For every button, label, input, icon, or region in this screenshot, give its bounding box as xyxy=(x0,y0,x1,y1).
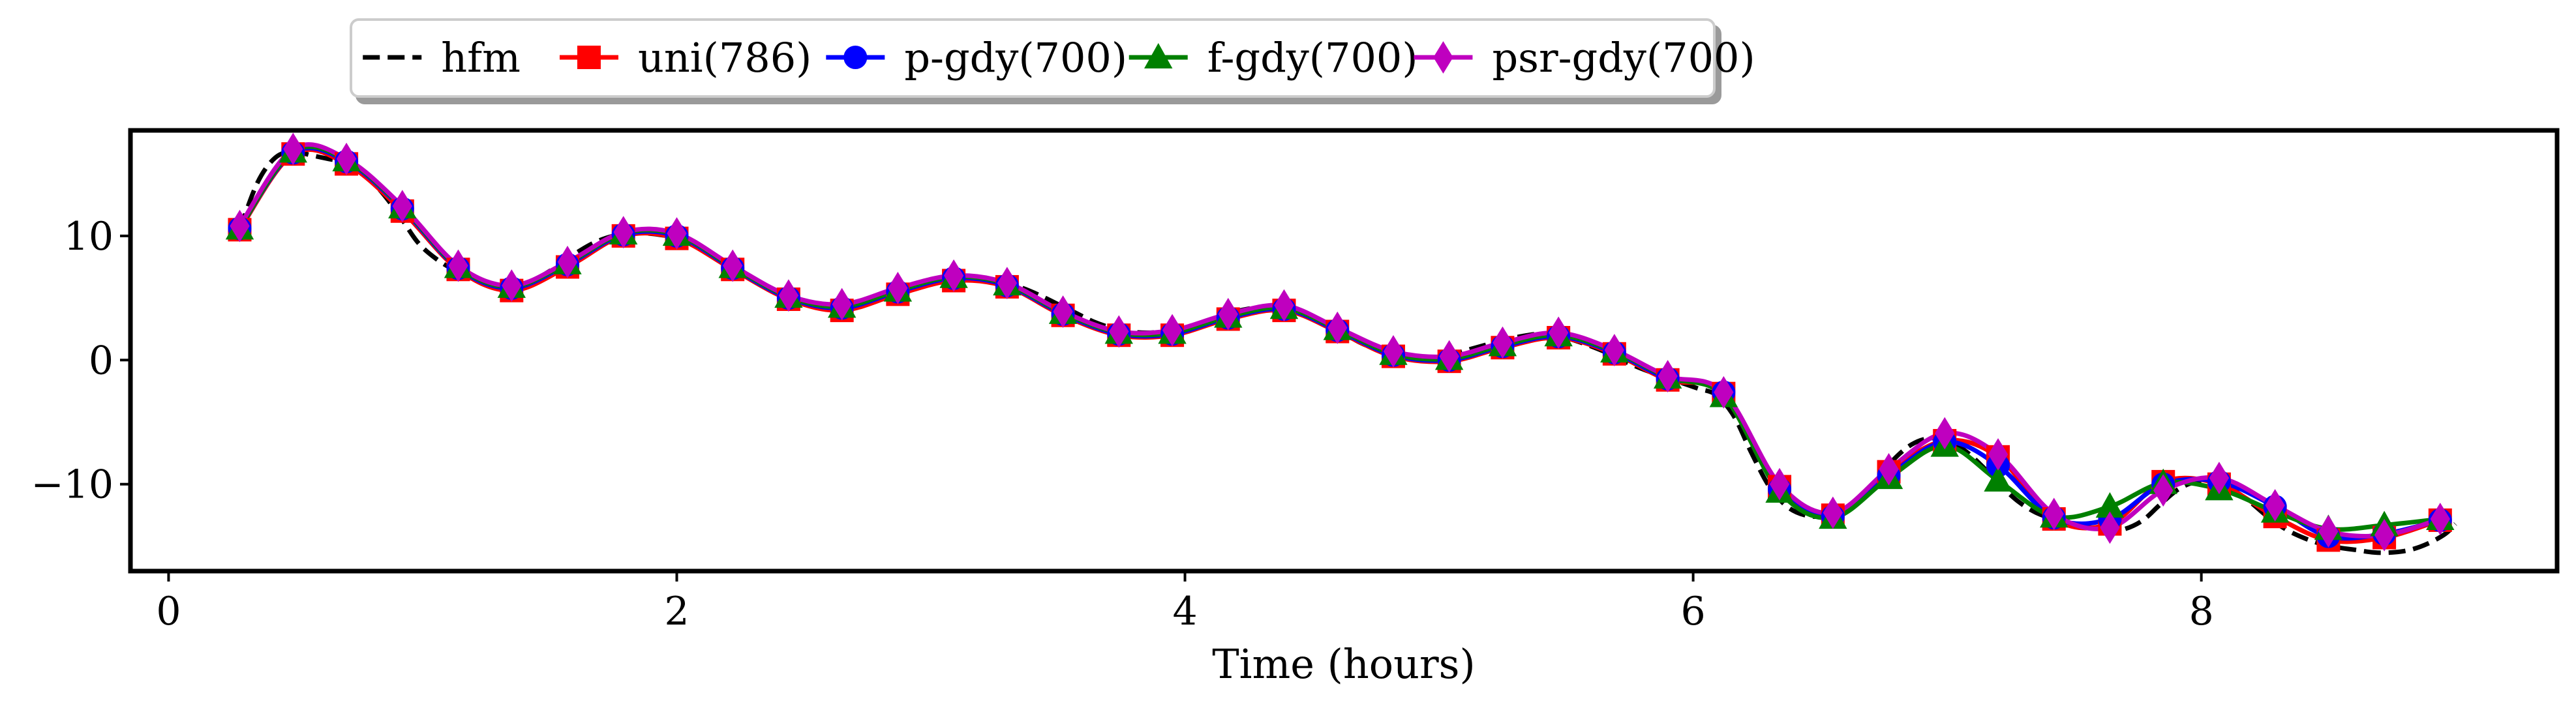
data-point-psr-gdy-700 xyxy=(2209,462,2230,495)
data-point-psr-gdy-700 xyxy=(1879,452,1899,486)
data-point-psr-gdy-700 xyxy=(778,279,799,312)
x-tick-label: 6 xyxy=(1681,589,1706,634)
data-point-psr-gdy-700 xyxy=(1439,340,1459,373)
data-point-psr-gdy-700 xyxy=(230,209,250,243)
data-point-psr-gdy-700 xyxy=(888,271,908,304)
legend-label-psr-gdy-700: psr-gdy(700) xyxy=(1492,34,1755,81)
data-point-psr-gdy-700 xyxy=(667,217,687,250)
data-point-psr-gdy-700 xyxy=(502,269,522,302)
data-point-psr-gdy-700 xyxy=(557,245,578,278)
data-point-psr-gdy-700 xyxy=(2265,489,2285,522)
x-tick-label: 0 xyxy=(156,589,181,634)
legend-marker-f-gdy-700 xyxy=(1144,42,1173,68)
y-tick-label: 0 xyxy=(89,338,114,383)
data-point-psr-gdy-700 xyxy=(1383,335,1404,368)
data-point-psr-gdy-700 xyxy=(2100,511,2120,544)
x-axis-label: Time (hours) xyxy=(1212,640,1475,688)
data-point-psr-gdy-700 xyxy=(283,132,303,166)
legend-marker-uni-786 xyxy=(577,46,601,69)
data-point-psr-gdy-700 xyxy=(1935,417,1955,450)
data-point-psr-gdy-700 xyxy=(2374,518,2395,552)
series-line-uni-786 xyxy=(237,147,2441,544)
data-point-psr-gdy-700 xyxy=(1548,316,1569,349)
legend-label-f-gdy-700: f-gdy(700) xyxy=(1207,34,1418,81)
data-point-psr-gdy-700 xyxy=(448,249,468,282)
data-point-psr-gdy-700 xyxy=(1988,438,2008,471)
data-point-psr-gdy-700 xyxy=(1714,376,1734,409)
data-point-psr-gdy-700 xyxy=(1604,334,1625,366)
data-point-psr-gdy-700 xyxy=(1823,496,1843,529)
data-point-psr-gdy-700 xyxy=(1493,326,1513,359)
data-point-psr-gdy-700 xyxy=(1053,295,1073,328)
data-point-psr-gdy-700 xyxy=(723,249,743,282)
y-tick-label: −10 xyxy=(31,462,114,508)
data-point-psr-gdy-700 xyxy=(336,142,357,175)
plot-frame xyxy=(128,128,2560,574)
x-tick-label: 4 xyxy=(1172,589,1197,634)
data-point-psr-gdy-700 xyxy=(1109,315,1129,348)
legend-label-p-gdy-700: p-gdy(700) xyxy=(904,34,1127,81)
data-point-psr-gdy-700 xyxy=(1769,467,1790,501)
legend-label-hfm: hfm xyxy=(441,34,521,81)
data-point-psr-gdy-700 xyxy=(2153,474,2174,507)
legend-marker-psr-gdy-700 xyxy=(1433,41,1453,74)
data-point-psr-gdy-700 xyxy=(1274,289,1294,322)
series-line-hfm xyxy=(237,149,2457,555)
data-point-psr-gdy-700 xyxy=(1658,360,1678,392)
data-point-psr-gdy-700 xyxy=(1218,297,1238,331)
legend: hfm uni(786) p-gdy(700) f-gdy(700) psr-gdy(7… xyxy=(350,18,1755,98)
data-point-psr-gdy-700 xyxy=(943,259,964,292)
data-point-psr-gdy-700 xyxy=(1162,314,1183,347)
x-tick-label: 2 xyxy=(664,589,689,634)
data-point-psr-gdy-700 xyxy=(832,288,852,321)
data-point-psr-gdy-700 xyxy=(613,216,633,249)
y-tick-label: 10 xyxy=(64,214,114,259)
data-point-psr-gdy-700 xyxy=(2318,515,2339,548)
data-point-psr-gdy-700 xyxy=(2430,503,2450,535)
data-point-f-gdy-700 xyxy=(1984,465,2012,492)
legend-label-uni-786: uni(786) xyxy=(638,34,811,81)
legend-marker-p-gdy-700 xyxy=(843,46,868,69)
x-tick-label: 8 xyxy=(2189,589,2214,634)
data-point-psr-gdy-700 xyxy=(1327,311,1348,344)
legend-frame xyxy=(350,18,1716,98)
data-point-psr-gdy-700 xyxy=(392,190,412,223)
data-point-psr-gdy-700 xyxy=(997,267,1018,300)
data-point-psr-gdy-700 xyxy=(2044,497,2064,531)
